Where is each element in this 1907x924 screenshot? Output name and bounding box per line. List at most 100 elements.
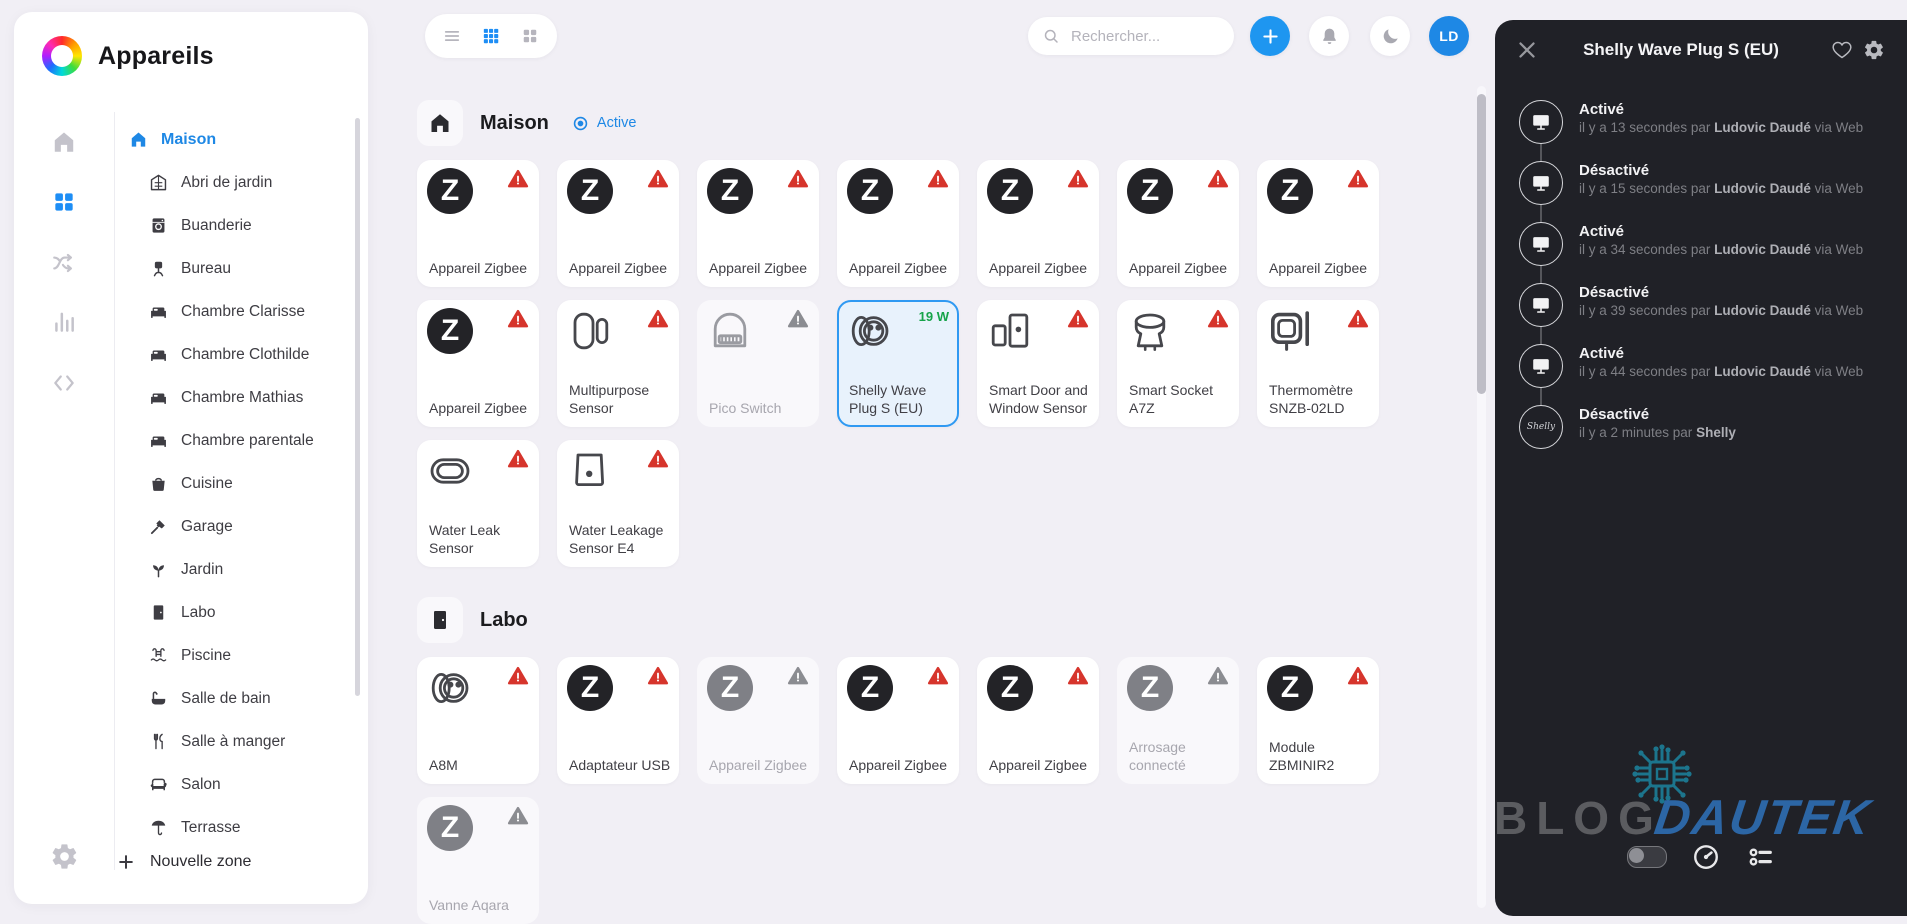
sidebar-zone-piscine[interactable]: Piscine bbox=[126, 634, 354, 677]
search-input[interactable] bbox=[1069, 26, 1220, 46]
sidebar-zone-salle-de-bain[interactable]: Salle de bain bbox=[126, 677, 354, 720]
device-card-appareil-zigbee[interactable]: Z Appareil Zigbee bbox=[1117, 160, 1239, 287]
sidebar-zone-maison[interactable]: Maison bbox=[126, 118, 354, 161]
plant-icon bbox=[149, 560, 168, 579]
list-view-button[interactable] bbox=[442, 26, 462, 46]
timeline-event: Désactivé il y a 39 secondes par Ludovic … bbox=[1519, 283, 1899, 344]
device-card-water-leak-sensor[interactable]: Water Leak Sensor bbox=[417, 440, 539, 567]
thermo-icon bbox=[1266, 307, 1314, 355]
sidebar-divider bbox=[114, 112, 115, 870]
sidebar-zone-terrasse[interactable]: Terrasse bbox=[126, 806, 354, 849]
sidebar-zone-cuisine[interactable]: Cuisine bbox=[126, 462, 354, 505]
sidebar-zone-labo[interactable]: Labo bbox=[126, 591, 354, 634]
card-view-button[interactable] bbox=[520, 26, 540, 46]
main-scrollbar[interactable] bbox=[1477, 86, 1486, 908]
sidebar-zone-chambre-clarisse[interactable]: Chambre Clarisse bbox=[126, 290, 354, 333]
device-card-appareil-zigbee[interactable]: Z Appareil Zigbee bbox=[977, 160, 1099, 287]
add-device-button[interactable] bbox=[1250, 16, 1290, 56]
device-card-shelly-wave-plug-s-eu[interactable]: 19 W Shelly Wave Plug S (EU) bbox=[837, 300, 959, 427]
device-card-appareil-zigbee[interactable]: Z Appareil Zigbee bbox=[837, 657, 959, 784]
zigbee-logo: Z bbox=[567, 168, 613, 214]
settings-button[interactable] bbox=[40, 834, 88, 878]
rail-item-home[interactable] bbox=[40, 120, 88, 164]
device-card-smart-socket-a7z[interactable]: Smart Socket A7Z bbox=[1117, 300, 1239, 427]
zone-label: Jardin bbox=[181, 560, 224, 578]
event-source-icon bbox=[1519, 161, 1563, 205]
device-card-appareil-zigbee[interactable]: Z Appareil Zigbee bbox=[1257, 160, 1379, 287]
sidebar-scrollbar[interactable] bbox=[355, 118, 360, 696]
zone-active-badge[interactable]: Active bbox=[572, 115, 636, 132]
device-card-pico-switch[interactable]: Pico Switch bbox=[697, 300, 819, 427]
zigbee-logo: Z bbox=[567, 665, 613, 711]
rail-item-insights[interactable] bbox=[40, 300, 88, 344]
zone-label: Garage bbox=[181, 517, 233, 535]
device-label: Shelly Wave Plug S (EU) bbox=[849, 382, 927, 417]
sidebar-zone-chambre-mathias[interactable]: Chambre Mathias bbox=[126, 376, 354, 419]
warning-icon bbox=[506, 448, 530, 470]
zone-label: Abri de jardin bbox=[181, 173, 273, 191]
app-logo-icon[interactable] bbox=[42, 36, 82, 76]
device-card-appareil-zigbee[interactable]: Z Appareil Zigbee bbox=[977, 657, 1099, 784]
grid-view-button[interactable] bbox=[481, 26, 501, 46]
sidebar-zone-chambre-clothilde[interactable]: Chambre Clothilde bbox=[126, 333, 354, 376]
device-card-vanne-aqara[interactable]: Z Vanne Aqara bbox=[417, 797, 539, 924]
sidebar-zone-abri-de-jardin[interactable]: Abri de jardin bbox=[126, 161, 354, 204]
device-label: Water Leak Sensor bbox=[429, 522, 501, 557]
device-card-arrosage-connecte[interactable]: Z Arrosage connecté bbox=[1117, 657, 1239, 784]
warning-icon bbox=[506, 168, 530, 190]
sidebar-zone-garage[interactable]: Garage bbox=[126, 505, 354, 548]
device-card-appareil-zigbee[interactable]: Z Appareil Zigbee bbox=[417, 160, 539, 287]
zigbee-logo: Z bbox=[1127, 665, 1173, 711]
sidebar-zone-buanderie[interactable]: Buanderie bbox=[126, 204, 354, 247]
device-card-appareil-zigbee[interactable]: Z Appareil Zigbee bbox=[557, 160, 679, 287]
rail-item-flows[interactable] bbox=[40, 241, 88, 285]
sidebar-zone-salle-a-manger[interactable]: Salle à manger bbox=[126, 720, 354, 763]
umbrella-icon bbox=[149, 818, 168, 837]
timeline-event: Désactivé il y a 15 secondes par Ludovic … bbox=[1519, 161, 1899, 222]
search-bar[interactable] bbox=[1028, 17, 1234, 55]
sidebar-zone-bureau[interactable]: Bureau bbox=[126, 247, 354, 290]
cutlery-icon bbox=[149, 732, 168, 751]
device-card-water-leakage-sensor-e4[interactable]: Water Leakage Sensor E4 bbox=[557, 440, 679, 567]
new-zone-button[interactable]: Nouvelle zone bbox=[116, 844, 251, 880]
timeline-event: Activé il y a 34 secondes par Ludovic Dau… bbox=[1519, 222, 1899, 283]
onoff-toggle[interactable] bbox=[1627, 846, 1667, 868]
sidebar-zone-salon[interactable]: Salon bbox=[126, 763, 354, 806]
dark-mode-toggle[interactable] bbox=[1370, 16, 1410, 56]
device-card-appareil-zigbee[interactable]: Z Appareil Zigbee bbox=[837, 160, 959, 287]
warning-icon bbox=[1066, 665, 1090, 687]
device-card-appareil-zigbee[interactable]: Z Appareil Zigbee bbox=[697, 160, 819, 287]
user-avatar[interactable]: LD bbox=[1429, 16, 1469, 56]
device-card-adaptateur-usb[interactable]: Z Adaptateur USB bbox=[557, 657, 679, 784]
rail-item-devices[interactable] bbox=[40, 180, 88, 224]
close-icon[interactable] bbox=[1514, 37, 1540, 63]
bed-icon bbox=[149, 302, 168, 321]
scrollbar-thumb[interactable] bbox=[1477, 94, 1486, 394]
favorite-heart-icon[interactable] bbox=[1831, 39, 1853, 61]
event-meta: il y a 15 secondes par Ludovic Daudé via… bbox=[1579, 181, 1864, 196]
warning-icon bbox=[646, 448, 670, 470]
device-board: Maison Active Z Appareil Zigbee Z Appareil … bbox=[417, 84, 1380, 924]
gauge-icon[interactable] bbox=[1691, 842, 1721, 872]
device-card-a8m[interactable]: A8M bbox=[417, 657, 539, 784]
event-state: Désactivé bbox=[1579, 284, 1650, 301]
device-card-appareil-zigbee[interactable]: Z Appareil Zigbee bbox=[417, 300, 539, 427]
device-settings-icon[interactable] bbox=[1863, 39, 1885, 61]
device-card-thermometre-snzb-02ld[interactable]: Thermomètre SNZB-02LD bbox=[1257, 300, 1379, 427]
device-card-appareil-zigbee[interactable]: Z Appareil Zigbee bbox=[697, 657, 819, 784]
device-card-smart-door-and-window-sensor[interactable]: Smart Door and Window Sensor bbox=[977, 300, 1099, 427]
device-card-multipurpose-sensor[interactable]: Multipurpose Sensor bbox=[557, 300, 679, 427]
notifications-button[interactable] bbox=[1309, 16, 1349, 56]
event-state: Activé bbox=[1579, 101, 1625, 118]
zigbee-logo: Z bbox=[427, 308, 473, 354]
wateroval-icon bbox=[426, 447, 474, 495]
toggle-knob bbox=[1629, 848, 1644, 863]
rail-item-scripts[interactable] bbox=[40, 361, 88, 405]
device-label: Thermomètre SNZB-02LD bbox=[1269, 382, 1354, 417]
sidebar-zone-jardin[interactable]: Jardin bbox=[126, 548, 354, 591]
device-card-module-zbminir2[interactable]: Z Module ZBMINIR2 bbox=[1257, 657, 1379, 784]
sidebar-zone-chambre-parentale[interactable]: Chambre parentale bbox=[126, 419, 354, 462]
capabilities-list-icon[interactable] bbox=[1745, 842, 1775, 872]
device-grid-maison: Z Appareil Zigbee Z Appareil Zigbee Z Apparei… bbox=[417, 160, 1380, 567]
section-icon-chip bbox=[417, 597, 463, 643]
